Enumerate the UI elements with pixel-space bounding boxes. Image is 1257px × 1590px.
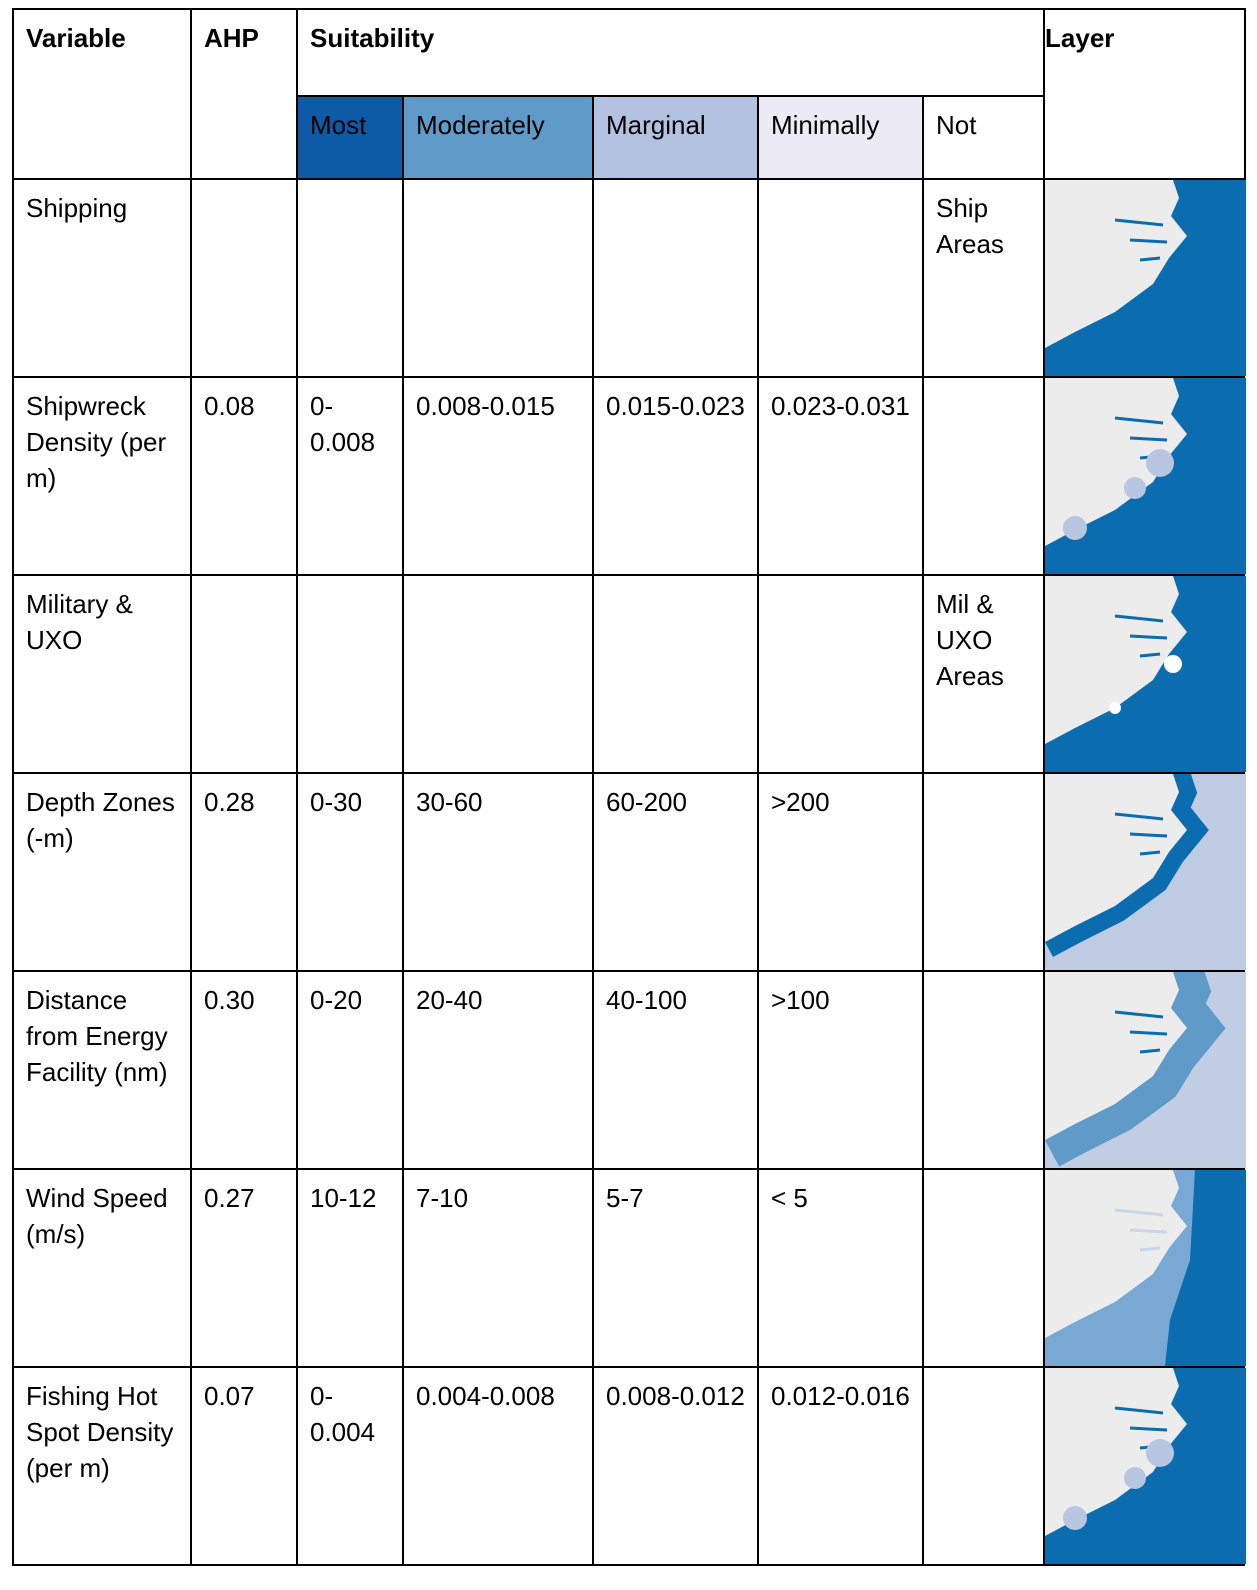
data-row: Shipping Ship Areas [12, 178, 1247, 378]
cell: Military & UXO [12, 574, 192, 774]
cell: 40-100 [592, 970, 759, 1170]
empty-cell [592, 178, 759, 378]
header-cell: Layer [1043, 8, 1247, 180]
cell: 7-10 [402, 1168, 594, 1368]
map-cell [1043, 970, 1247, 1170]
subheader-row: Most Moderately Marginal Minimally Not [13, 95, 1245, 180]
layer-map [1045, 378, 1247, 574]
data-row: Shipwreck Density (per m) 0.08 0-0.008 0.00… [12, 376, 1247, 576]
empty-cell [921, 376, 1046, 576]
data-row: Military & UXO Mil & UXO Areas [12, 574, 1247, 774]
layer-map [1045, 1368, 1247, 1564]
cell: 0.28 [190, 772, 298, 972]
subheader-cell: Not [921, 95, 1046, 180]
layer-map [1045, 1170, 1247, 1366]
layer-map [1045, 180, 1247, 376]
empty-cell [190, 178, 298, 378]
cell: 0.004-0.008 [402, 1366, 594, 1566]
cell: 0.30 [190, 970, 298, 1170]
layer-map [1045, 774, 1247, 970]
map-cell [1043, 1366, 1247, 1566]
cell: 0-30 [296, 772, 404, 972]
cell: Shipwreck Density (per m) [12, 376, 192, 576]
cell: Shipping [12, 178, 192, 378]
empty-cell [921, 1168, 1046, 1368]
data-row: Wind Speed (m/s) 0.27 10-12 7-10 5-7 < 5 [12, 1168, 1247, 1368]
map-cell [1043, 178, 1247, 378]
header-row: Variable AHP Suitability Layer [12, 8, 1247, 180]
empty-cell [402, 178, 594, 378]
empty-cell [757, 574, 924, 774]
cell: 0-0.004 [296, 1366, 404, 1566]
cell: < 5 [757, 1168, 924, 1368]
cell: >100 [757, 970, 924, 1170]
empty-cell [190, 574, 298, 774]
cell: Depth Zones (-m) [12, 772, 192, 972]
layer-map [1045, 972, 1247, 1168]
cell: Fishing Hot Spot Density (per m) [12, 1366, 192, 1566]
cell: 0-0.008 [296, 376, 404, 576]
empty-cell [757, 178, 924, 378]
table-body: Variable AHP Suitability Layer Most Moder… [12, 8, 1247, 1566]
header-cell: AHP [190, 8, 298, 180]
subheader-cell: Minimally [757, 95, 924, 180]
subheader-cell: Marginal [592, 95, 759, 180]
cell: 10-12 [296, 1168, 404, 1368]
cell: Distance from Energy Facility (nm) [12, 970, 192, 1170]
cell: 0.012-0.016 [757, 1366, 924, 1566]
empty-cell [296, 574, 404, 774]
subheader-cell: Moderately [402, 95, 594, 180]
data-row: Distance from Energy Facility (nm) 0.30 0-… [12, 970, 1247, 1170]
cell: Mil & UXO Areas [921, 574, 1046, 774]
header-cell: Variable [12, 8, 192, 180]
subheader-cell: Most [296, 95, 404, 180]
empty-cell [921, 1366, 1046, 1566]
cell: 0.008-0.012 [592, 1366, 759, 1566]
empty-cell [921, 772, 1046, 972]
cell: 0-20 [296, 970, 404, 1170]
empty-cell [296, 178, 404, 378]
cell: 5-7 [592, 1168, 759, 1368]
empty-cell [592, 574, 759, 774]
cell: 0.023-0.031 [757, 376, 924, 576]
map-cell [1043, 772, 1247, 972]
map-cell [1043, 1168, 1247, 1368]
cell: 0.07 [190, 1366, 298, 1566]
cell: Ship Areas [921, 178, 1046, 378]
suitability-table: Variable AHP Suitability Layer Most Moder… [12, 8, 1247, 1566]
cell: 0.015-0.023 [592, 376, 759, 576]
map-cell [1043, 376, 1247, 576]
map-cell [1043, 574, 1247, 774]
cell: 60-200 [592, 772, 759, 972]
empty-cell [921, 970, 1046, 1170]
data-row: Fishing Hot Spot Density (per m) 0.07 0-0.… [12, 1366, 1247, 1566]
cell: >200 [757, 772, 924, 972]
header-cell: Suitability [295, 8, 1046, 97]
layer-map [1045, 576, 1247, 772]
cell: 20-40 [402, 970, 594, 1170]
data-row: Depth Zones (-m) 0.28 0-30 30-60 60-200 >200 [12, 772, 1247, 972]
cell: 0.27 [190, 1168, 298, 1368]
empty-cell [402, 574, 594, 774]
cell: 30-60 [402, 772, 594, 972]
cell: Wind Speed (m/s) [12, 1168, 192, 1368]
cell: 0.08 [190, 376, 298, 576]
cell: 0.008-0.015 [402, 376, 594, 576]
